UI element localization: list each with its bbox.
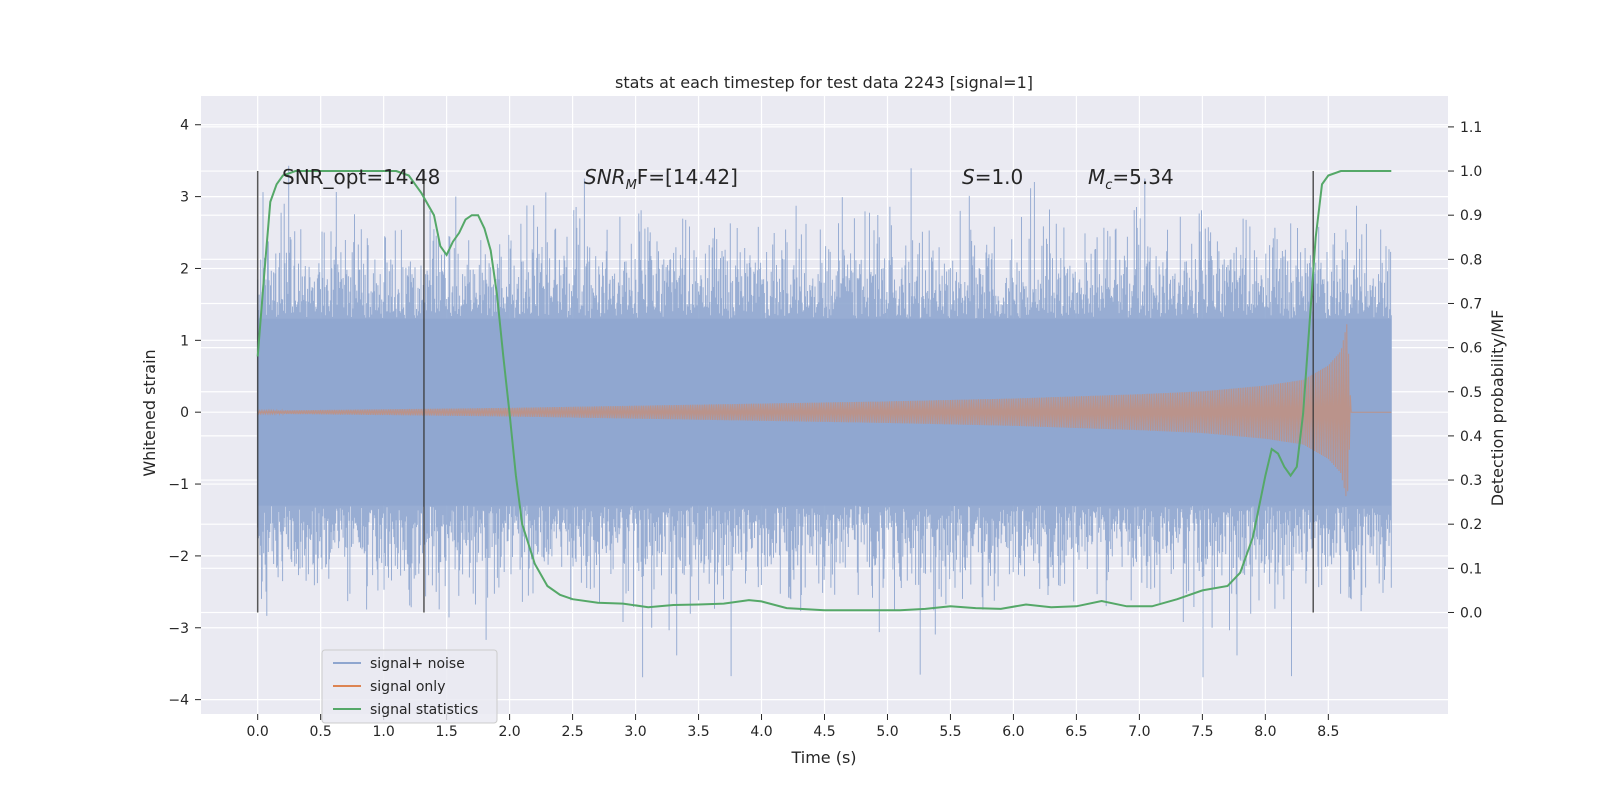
- x-tick-label: 0.5: [310, 724, 332, 740]
- y-tick-label: −1: [168, 477, 189, 493]
- legend-label-signal-only: signal only: [370, 679, 445, 695]
- annotation-snr-mf-rest: F=[14.42]: [637, 165, 738, 189]
- annotation-s-italic: S: [962, 165, 975, 189]
- y-right-tick-label: 0.3: [1460, 473, 1482, 489]
- x-tick-label: 6.5: [1065, 724, 1087, 740]
- signal-only-line: [257, 324, 1392, 497]
- x-tick-label: 2.5: [561, 724, 583, 740]
- y-axis-ticks-right: 1.1 1.0 0.9 0.8 0.7 0.6 0.5 0.4 0.3 0.2 0.1 0.0: [1448, 120, 1482, 621]
- y-right-tick-label: 1.1: [1460, 120, 1482, 136]
- x-tick-label: 2.0: [498, 724, 520, 740]
- y-right-tick-label: 0.6: [1460, 341, 1482, 357]
- y-axis-label-right: Detection probability/MF: [1488, 310, 1507, 507]
- legend-label-signal-statistics: signal statistics: [370, 702, 478, 718]
- x-tick-label: 1.0: [373, 724, 395, 740]
- y-tick-label: 2: [180, 261, 189, 277]
- annotation-snr-opt: SNR_opt=14.48: [282, 165, 440, 189]
- x-tick-label: 3.0: [624, 724, 646, 740]
- y-tick-label: −4: [168, 693, 189, 709]
- x-tick-label: 3.5: [687, 724, 709, 740]
- y-right-tick-label: 0.1: [1460, 561, 1482, 577]
- series-signal-only: [257, 324, 1392, 497]
- vertical-markers: [256, 171, 1314, 613]
- x-tick-label: 7.0: [1128, 724, 1150, 740]
- y-tick-label: 1: [180, 333, 189, 349]
- annotation-snr-mf-italic: SNR: [584, 165, 626, 189]
- x-tick-label: 6.0: [1002, 724, 1024, 740]
- x-tick-label: 4.0: [750, 724, 772, 740]
- y-tick-label: 3: [180, 190, 189, 206]
- y-right-tick-label: 0.0: [1460, 605, 1482, 621]
- annotation-s: S=1.0: [962, 165, 1023, 189]
- x-tick-label: 8.5: [1317, 724, 1339, 740]
- y-axis-ticks-left: 4 3 2 1 0 −1 −2 −3 −4: [168, 118, 201, 709]
- y-tick-label: 0: [180, 405, 189, 421]
- annotation-snr-mf-sub: M: [626, 178, 637, 193]
- annotation-mc: Mc=5.34: [1088, 165, 1174, 193]
- annotation-mc-sub: c: [1105, 178, 1112, 193]
- x-tick-label: 1.5: [435, 724, 457, 740]
- x-tick-label: 4.5: [813, 724, 835, 740]
- y-tick-label: −3: [168, 621, 189, 637]
- y-right-tick-label: 0.9: [1460, 208, 1482, 224]
- y-axis-label: Whitened strain: [140, 349, 159, 476]
- x-tick-label: 5.0: [876, 724, 898, 740]
- y-tick-label: 4: [180, 118, 189, 134]
- x-tick-label: 8.0: [1254, 724, 1276, 740]
- y-right-tick-label: 1.0: [1460, 164, 1482, 180]
- x-tick-label: 0.0: [247, 724, 269, 740]
- y-right-tick-label: 0.8: [1460, 252, 1482, 268]
- legend: signal+ noise signal only signal statist…: [321, 649, 498, 724]
- y-right-tick-label: 0.5: [1460, 385, 1482, 401]
- x-axis-label: Time (s): [790, 748, 856, 767]
- legend-box: [321, 649, 498, 724]
- y-right-tick-label: 0.7: [1460, 296, 1482, 312]
- annotation-s-rest: =1.0: [975, 165, 1024, 189]
- signal-statistics-line: [256, 170, 1392, 612]
- y-right-tick-label: 0.2: [1460, 517, 1482, 533]
- annotation-snr-mf: SNRMF=[14.42]: [584, 165, 738, 193]
- chart-title: stats at each timestep for test data 224…: [615, 73, 1033, 92]
- y-tick-label: −2: [168, 549, 189, 565]
- legend-label-signal-noise: signal+ noise: [370, 656, 465, 672]
- y-right-tick-label: 0.4: [1460, 429, 1482, 445]
- x-tick-label: 5.5: [939, 724, 961, 740]
- x-axis-ticks: 0.0 0.5 1.0 1.5 2.0 2.5 3.0 3.5 4.0 4.5 5.0 5.5 6.0 6…: [247, 714, 1339, 740]
- annotation-mc-rest: =5.34: [1112, 165, 1173, 189]
- annotation-mc-italic: M: [1088, 165, 1105, 189]
- series-signal-statistics: [256, 170, 1392, 612]
- x-tick-label: 7.5: [1191, 724, 1213, 740]
